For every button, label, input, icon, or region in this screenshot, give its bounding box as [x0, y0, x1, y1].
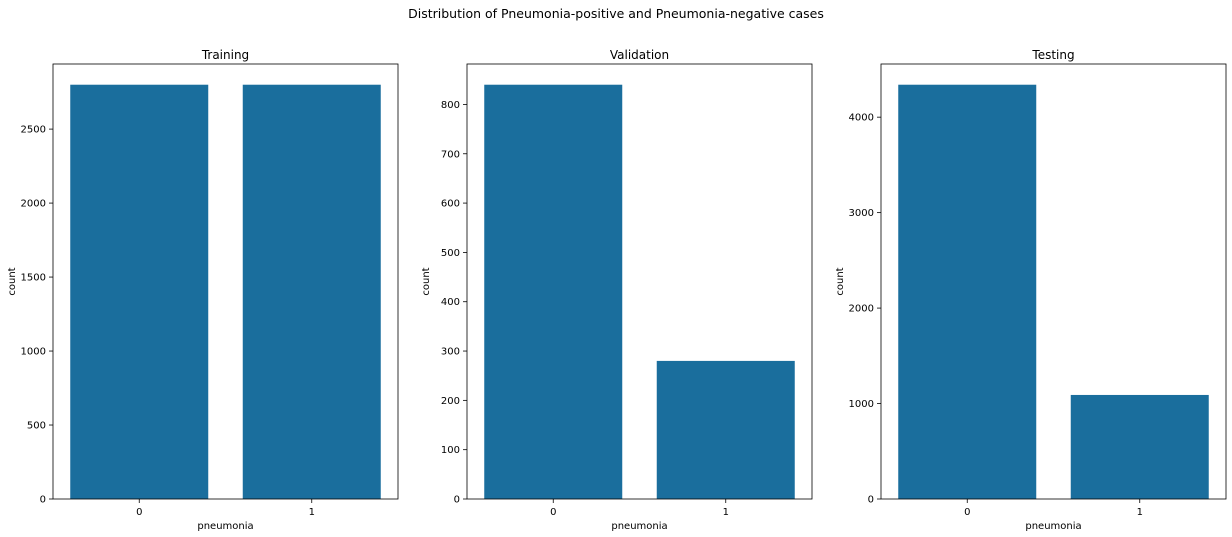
x-axis-label: pneumonia — [1025, 521, 1081, 532]
x-tick-label: 0 — [136, 507, 142, 518]
y-tick-label: 4000 — [849, 113, 874, 124]
y-tick-label: 0 — [40, 495, 46, 506]
subplot-testing: 0 1 0 1000 2000 3000 4000 Testing pneumonia count — [835, 48, 1227, 532]
axes-frame — [52, 63, 399, 500]
y-tick-label: 3000 — [849, 208, 874, 219]
y-tick-label: 0 — [454, 495, 460, 506]
y-tick-label: 2000 — [21, 199, 46, 210]
x-tick-label: 1 — [723, 507, 729, 518]
y-tick-label: 1500 — [21, 273, 46, 284]
subplot-validation: 0 1 0 100 200 300 400 500 600 700 800 Validation pne… — [421, 48, 813, 532]
y-tick-label: 500 — [27, 421, 46, 432]
x-tick-label: 0 — [964, 507, 970, 518]
bar-0 — [70, 84, 209, 499]
bar-1 — [242, 84, 381, 499]
y-axis-label: count — [7, 267, 18, 295]
axes-frame — [880, 63, 1227, 500]
y-tick-label: 400 — [441, 297, 460, 308]
y-axis-label: count — [835, 267, 846, 295]
y-tick-label: 300 — [441, 347, 460, 358]
subplot-title: Training — [201, 48, 249, 62]
y-tick-label: 800 — [441, 100, 460, 111]
bar-0 — [898, 84, 1037, 499]
subplot-title: Testing — [1031, 48, 1074, 62]
y-axis-label: count — [421, 267, 432, 295]
y-tick-label: 100 — [441, 445, 460, 456]
x-tick-label: 1 — [1137, 507, 1143, 518]
y-tick-label: 600 — [441, 199, 460, 210]
subplot-training: 0 1 0 500 1000 1500 2000 2500 Training pneumonia c… — [7, 48, 399, 532]
bar-0 — [484, 84, 623, 499]
y-tick-label: 1000 — [849, 399, 874, 410]
x-tick-label: 1 — [309, 507, 315, 518]
y-tick-label: 2500 — [21, 125, 46, 136]
x-tick-label: 0 — [550, 507, 556, 518]
y-tick-label: 500 — [441, 248, 460, 259]
y-tick-label: 0 — [868, 495, 874, 506]
y-tick-label: 700 — [441, 149, 460, 160]
x-axis-label: pneumonia — [197, 521, 253, 532]
figure-suptitle: Distribution of Pneumonia-positive and P… — [408, 6, 824, 21]
y-tick-label: 1000 — [21, 347, 46, 358]
x-axis-label: pneumonia — [611, 521, 667, 532]
y-tick-label: 2000 — [849, 304, 874, 315]
bar-1 — [656, 360, 795, 499]
bar-1 — [1070, 394, 1209, 499]
subplot-title: Validation — [610, 48, 669, 62]
axes-frame — [466, 63, 813, 500]
y-tick-label: 200 — [441, 396, 460, 407]
